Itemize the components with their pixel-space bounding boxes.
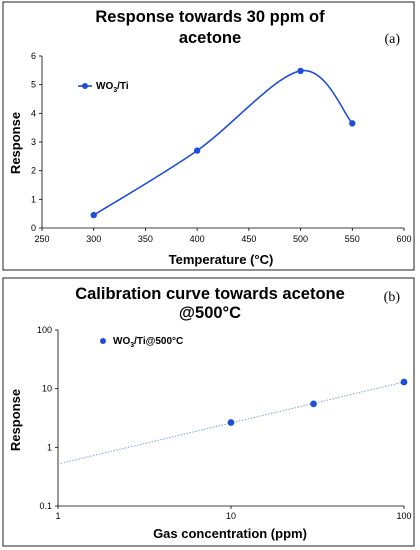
- chart-a-y-tick-label: 4: [31, 108, 36, 118]
- chart-a-y-tick-label: 5: [31, 80, 36, 90]
- chart-b-title-line1: Calibration curve towards acetone: [75, 285, 345, 303]
- chart-a-y-tick-label: 2: [31, 166, 36, 176]
- chart-b-x-tick-label: 1: [55, 511, 60, 521]
- chart-b-y-tick-label: 10: [42, 384, 52, 394]
- panel-a-label: (a): [384, 32, 400, 47]
- chart-a-x-axis-title: Temperature (°C): [169, 252, 274, 267]
- chart-b-legend: WO3/Ti@500°C: [100, 336, 183, 349]
- chart-a-y-tick-label: 1: [31, 194, 36, 204]
- chart-a-series-line: [93, 70, 353, 216]
- chart-panel-a: Response towards 30 ppm of acetone (a) R…: [2, 1, 415, 271]
- legend-a-label-tail: /Ti: [117, 81, 129, 92]
- chart-b-x-tick-label: 100: [396, 511, 411, 521]
- chart-panel-b: Calibration curve towards acetone @500°C…: [2, 277, 415, 547]
- chart-a-y-tick-label: 6: [31, 51, 36, 61]
- legend-b-marker: [100, 338, 106, 344]
- chart-a-y-tick-label: 0: [31, 223, 36, 233]
- chart-b-data-point: [227, 419, 235, 426]
- chart-b-data-point: [400, 378, 408, 386]
- legend-b-label-sub: 3: [130, 342, 134, 349]
- chart-a-data-point: [193, 147, 201, 154]
- chart-a-data-point: [349, 120, 356, 127]
- chart-b-y-tick-label: 0.1: [39, 501, 52, 511]
- panel-b-label: (b): [384, 290, 401, 305]
- chart-a-x-tick-label: 400: [190, 234, 205, 244]
- chart-a-x-tick-label: 500: [293, 234, 308, 244]
- chart-a-title-line1: Response towards 30 ppm of: [95, 8, 325, 26]
- chart-b-title-line2: @500°C: [179, 304, 241, 322]
- chart-a-x-tick-label: 300: [86, 234, 101, 244]
- chart-a-x-tick-label: 350: [138, 234, 153, 244]
- legend-a-marker: [82, 83, 88, 89]
- chart-b-x-tick-label: 10: [226, 511, 236, 521]
- chart-b-y-tick-label: 1: [47, 442, 52, 452]
- chart-a-data-point: [297, 67, 304, 75]
- chart-b-y-tick-label: 100: [37, 325, 52, 335]
- chart-b-data-point: [310, 400, 317, 408]
- panel-b-frame: [2, 277, 415, 547]
- chart-a-data-point: [90, 211, 97, 219]
- chart-b-x-axis-title: Gas concentration (ppm): [153, 526, 307, 541]
- legend-a-label: WO3/Ti: [96, 81, 129, 94]
- chart-a-y-axis-title: Response: [8, 112, 23, 174]
- panel-a-frame: [2, 1, 415, 271]
- chart-a-y-tick-label: 3: [31, 137, 36, 147]
- chart-b-y-axis-title: Response: [8, 389, 23, 451]
- chart-a-x-tick-label: 250: [34, 234, 49, 244]
- chart-a-x-tick-label: 550: [345, 234, 360, 244]
- chart-b-series: [57, 378, 408, 465]
- legend-a-label-sub: 3: [113, 87, 117, 94]
- chart-a-legend: WO3/Ti: [78, 81, 129, 94]
- legend-b-label: WO3/Ti@500°C: [113, 336, 183, 349]
- legend-b-label-main: WO: [113, 336, 130, 347]
- chart-a-x-tick-label: 600: [396, 234, 411, 244]
- chart-a-ticks: 250 300 350 400 450 500 550 600 0 1 2 3 4 5 6: [31, 51, 412, 244]
- chart-a-x-tick-label: 450: [241, 234, 256, 244]
- legend-a-label-main: WO: [96, 81, 113, 92]
- chart-a-title-line2: acetone: [179, 29, 241, 47]
- legend-b-label-tail: /Ti@500°C: [134, 336, 183, 347]
- chart-a-series: [90, 67, 356, 219]
